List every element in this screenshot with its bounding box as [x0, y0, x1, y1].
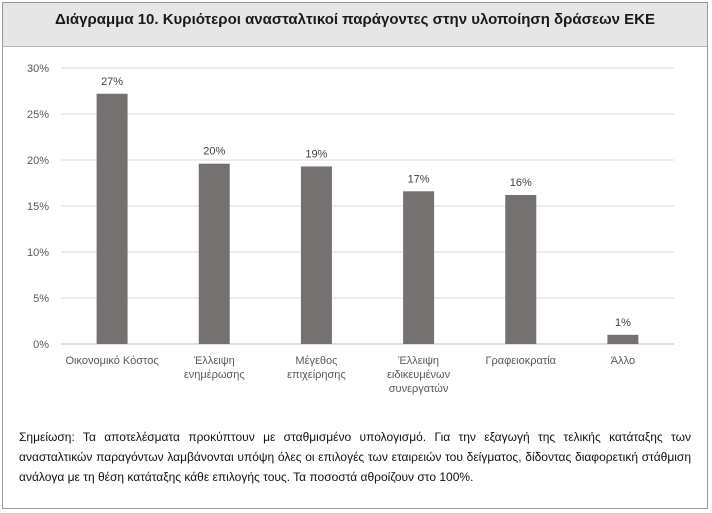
- data-label: 16%: [510, 177, 532, 189]
- x-tick-label: Γραφειοκρατία: [485, 355, 556, 367]
- y-tick-label: 25%: [27, 109, 49, 121]
- x-tick-label: Μέγεθος: [295, 355, 337, 367]
- bar: [607, 334, 639, 344]
- y-tick-label: 5%: [33, 293, 49, 305]
- title-bar: Διάγραμμα 10. Κυριότεροι ανασταλτικοί πα…: [3, 3, 707, 47]
- bar: [403, 191, 435, 344]
- x-tick-label: Έλλειψη: [193, 355, 235, 367]
- y-tick-label: 10%: [27, 247, 49, 259]
- y-tick-label: 0%: [33, 339, 49, 351]
- chart-note: Σημείωση: Τα αποτελέσματα προκύπτουν με …: [19, 430, 691, 484]
- x-tick-label: ειδικευμένων: [387, 369, 451, 381]
- x-tick-label: συνεργατών: [389, 383, 449, 395]
- x-tick-label: επιχείρησης: [287, 369, 346, 381]
- bar: [505, 194, 537, 344]
- chart-area: 0% 5% 10% 15% 20% 25% 30% 27% Οικονομικό Κόστος 2…: [3, 47, 707, 417]
- bar: [300, 166, 332, 344]
- y-tick-label: 30%: [27, 63, 49, 75]
- x-tick-label: ενημέρωσης: [184, 369, 245, 381]
- bar: [198, 163, 230, 344]
- chart-frame: Διάγραμμα 10. Κυριότεροι ανασταλτικοί πα…: [2, 2, 708, 509]
- y-tick-label: 20%: [27, 155, 49, 167]
- bar-chart: 0% 5% 10% 15% 20% 25% 30% 27% Οικονομικό Κόστος 2…: [27, 63, 674, 395]
- data-label: 17%: [408, 173, 430, 185]
- data-label: 20%: [203, 146, 225, 158]
- x-tick-label: Άλλο: [611, 355, 635, 367]
- data-label: 19%: [305, 148, 327, 160]
- x-tick-label: Έλλειψη: [397, 355, 439, 367]
- bar: [96, 93, 128, 344]
- y-tick-label: 15%: [27, 201, 49, 213]
- data-label: 1%: [615, 317, 631, 329]
- data-label: 27%: [101, 76, 123, 88]
- chart-title: Διάγραμμα 10. Κυριότεροι ανασταλτικοί πα…: [54, 11, 656, 28]
- x-tick-label: Οικονομικό Κόστος: [66, 355, 159, 367]
